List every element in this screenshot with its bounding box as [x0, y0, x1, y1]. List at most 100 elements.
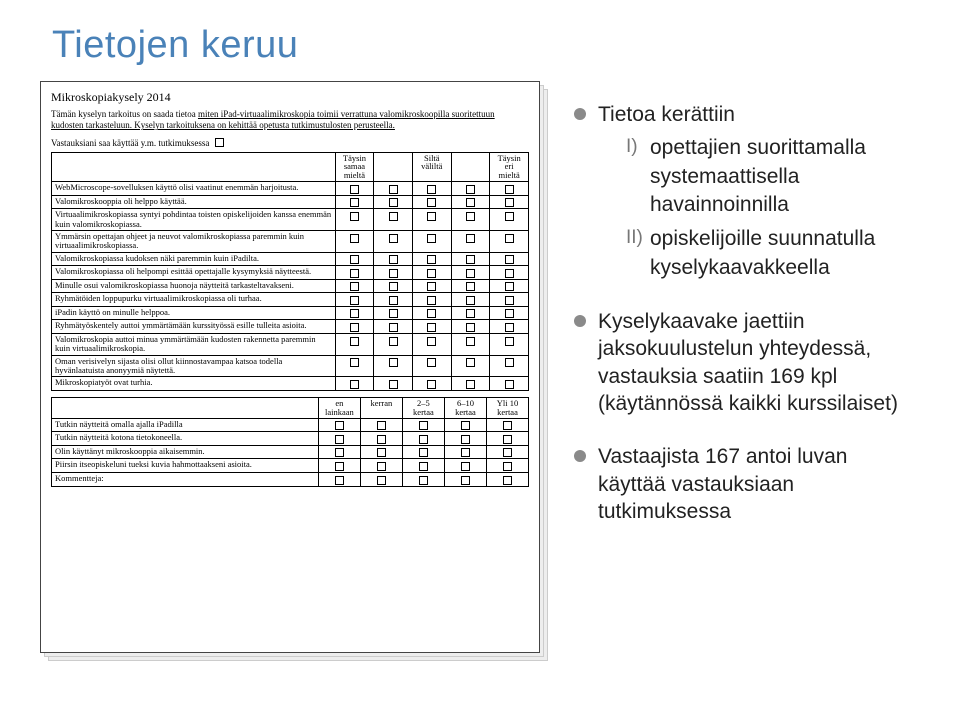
checkbox-icon: [389, 234, 398, 243]
freq-cell: [318, 418, 360, 432]
likert-cell: [451, 377, 490, 391]
likert-cell: [451, 182, 490, 196]
checkbox-icon: [427, 380, 436, 389]
consent-row: Vastauksiani saa käyttää y.m. tutkimukse…: [51, 138, 529, 148]
likert-statement: Valomikroskooppia oli helppo käyttää.: [52, 195, 336, 209]
freq-cell: [360, 445, 402, 459]
checkbox-icon: [427, 212, 436, 221]
freq-cell: [444, 445, 486, 459]
checkbox-icon: [350, 282, 359, 291]
checkbox-icon: [466, 380, 475, 389]
likert-cell: [412, 279, 451, 293]
likert-cell: [412, 306, 451, 320]
checkbox-icon: [377, 421, 386, 430]
checkbox-icon: [505, 234, 514, 243]
likert-cell: [451, 231, 490, 253]
checkbox-icon: [505, 185, 514, 194]
checkbox-icon: [461, 476, 470, 485]
checkbox-icon: [503, 462, 512, 471]
likert-statement: Minulle osui valomikroskopiassa huonoja …: [52, 279, 336, 293]
freq-statement: Olin käyttänyt mikroskooppia aikaisemmin…: [52, 445, 319, 459]
sub-bullet: I) opettajien suorittamalla systemaattis…: [626, 134, 920, 219]
freq-head: Yli 10 kertaa: [486, 397, 528, 418]
form-intro-pre: Tämän kyselyn tarkoitus on saada tietoa: [51, 109, 198, 119]
form-intro: Tämän kyselyn tarkoitus on saada tietoa …: [51, 109, 529, 132]
sub-bullet-text: opettajien suorittamalla systemaattisell…: [650, 136, 866, 216]
likert-cell: [335, 320, 374, 334]
likert-cell: [374, 306, 413, 320]
checkbox-icon: [389, 358, 398, 367]
likert-cell: [451, 293, 490, 307]
freq-cell: [486, 418, 528, 432]
freq-cell: [486, 445, 528, 459]
freq-cell: [486, 459, 528, 473]
freq-cell: [444, 432, 486, 446]
checkbox-icon: [427, 185, 436, 194]
checkbox-icon: [427, 282, 436, 291]
freq-cell: [402, 432, 444, 446]
likert-cell: [490, 266, 529, 280]
form-image-stack: Mikroskopiakysely 2014 Tämän kyselyn tar…: [40, 81, 550, 661]
checkbox-icon: [505, 337, 514, 346]
checkbox-icon: [335, 435, 344, 444]
bullet-text: Kyselykaavake jaettiin jaksokuulustelun …: [598, 310, 898, 415]
checkbox-icon: [505, 269, 514, 278]
likert-cell: [490, 279, 529, 293]
likert-statement: iPadin käyttö on minulle helppoa.: [52, 306, 336, 320]
checkbox-icon: [505, 296, 514, 305]
likert-cell: [451, 279, 490, 293]
freq-cell: [402, 445, 444, 459]
freq-statement: Tutkin näytteitä kotona tietokoneella.: [52, 432, 319, 446]
likert-cell: [412, 195, 451, 209]
checkbox-icon: [466, 198, 475, 207]
likert-cell: [490, 377, 529, 391]
checkbox-icon: [350, 185, 359, 194]
likert-cell: [490, 209, 529, 231]
likert-statement: Valomikroskopiassa kudoksen näki paremmi…: [52, 252, 336, 266]
scale-head: [374, 152, 413, 182]
checkbox-icon: [350, 234, 359, 243]
likert-cell: [335, 279, 374, 293]
checkbox-icon: [466, 309, 475, 318]
freq-cell: [360, 472, 402, 486]
likert-cell: [335, 182, 374, 196]
freq-cell: [318, 459, 360, 473]
likert-cell: [412, 320, 451, 334]
freq-cell: [360, 432, 402, 446]
checkbox-icon: [350, 198, 359, 207]
checkbox-icon: [389, 380, 398, 389]
freq-cell: [444, 459, 486, 473]
likert-cell: [374, 279, 413, 293]
bullet-item: Tietoa kerättiin I) opettajien suorittam…: [574, 101, 920, 282]
sub-bullet: II) opiskelijoille suunnatulla kyselykaa…: [626, 225, 920, 282]
likert-cell: [451, 306, 490, 320]
checkbox-icon: [350, 309, 359, 318]
checkbox-icon: [419, 462, 428, 471]
checkbox-icon: [503, 435, 512, 444]
checkbox-icon: [389, 212, 398, 221]
likert-cell: [451, 252, 490, 266]
likert-cell: [335, 266, 374, 280]
checkbox-icon: [427, 337, 436, 346]
likert-cell: [451, 320, 490, 334]
checkbox-icon: [427, 323, 436, 332]
likert-cell: [374, 231, 413, 253]
freq-cell: [486, 472, 528, 486]
checkbox-icon: [505, 282, 514, 291]
checkbox-icon: [427, 358, 436, 367]
freq-head: en lainkaan: [318, 397, 360, 418]
checkbox-icon: [503, 448, 512, 457]
likert-cell: [374, 293, 413, 307]
freq-cell: [360, 418, 402, 432]
checkbox-icon: [505, 212, 514, 221]
likert-cell: [490, 320, 529, 334]
likert-cell: [374, 377, 413, 391]
likert-cell: [374, 266, 413, 280]
likert-cell: [490, 182, 529, 196]
likert-cell: [451, 266, 490, 280]
checkbox-icon: [503, 476, 512, 485]
checkbox-icon: [377, 462, 386, 471]
freq-table: en lainkaan kerran 2–5 kertaa 6–10 kerta…: [51, 397, 529, 487]
checkbox-icon: [461, 421, 470, 430]
likert-cell: [412, 355, 451, 377]
